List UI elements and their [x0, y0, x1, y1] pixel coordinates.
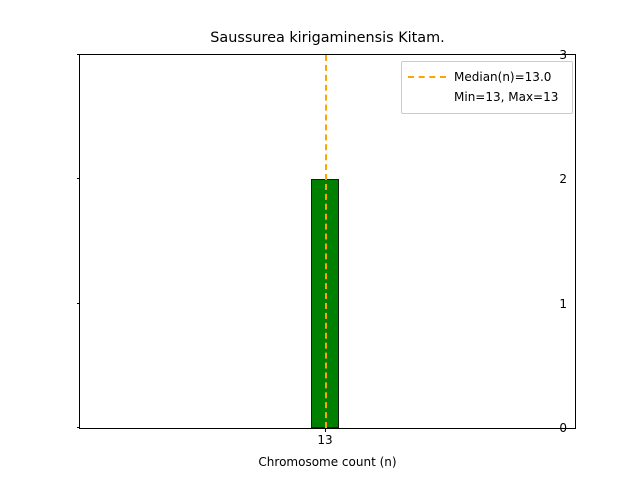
ytick-label-0: 0 [559, 421, 567, 435]
plot-inner [80, 55, 575, 428]
legend-row-minmax: Min=13, Max=13 [408, 87, 566, 107]
chart-legend: Median(n)=13.0 Min=13, Max=13 [401, 61, 573, 114]
chart-title: Saussurea kirigaminensis Kitam. [210, 30, 445, 46]
ytick-label-1: 1 [559, 296, 567, 311]
ytick-label-3: 3 [559, 48, 567, 62]
ytick-mark-1 [76, 302, 80, 304]
legend-label-minmax: Min=13, Max=13 [454, 90, 559, 104]
ytick-label-2: 2 [559, 172, 567, 187]
ytick-mark-3 [76, 53, 80, 55]
plot-area: 0 1 2 3 13 Median(n)=13.0 Min=13, Max=13 [76, 49, 576, 446]
x-axis-label: Chromosome count (n) [258, 455, 397, 469]
ytick-mark-2 [76, 178, 80, 180]
xtick-mark-13 [325, 428, 327, 432]
legend-label-median: Median(n)=13.0 [454, 70, 552, 84]
xtick-label-13: 13 [317, 433, 333, 447]
median-line [325, 55, 327, 428]
ytick-mark-0 [76, 426, 80, 428]
legend-row-median: Median(n)=13.0 [408, 67, 566, 87]
dashed-line-icon [408, 76, 446, 78]
